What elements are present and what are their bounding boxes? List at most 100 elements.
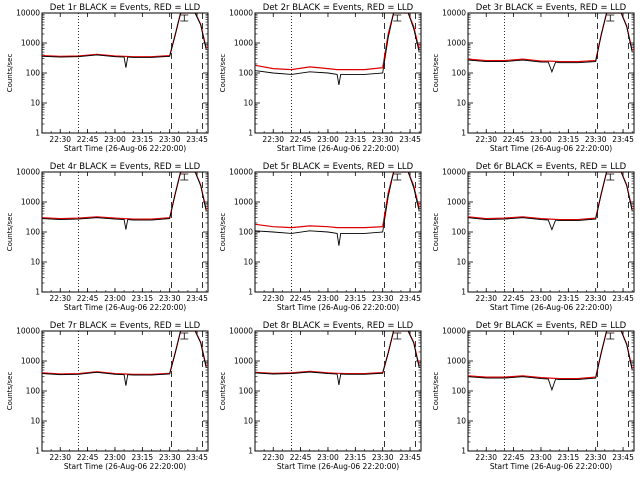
x-axis-label: Start Time (26-Aug-06 22:20:00): [64, 462, 186, 471]
x-tick-label: 23:15: [558, 135, 580, 144]
x-tick-label: 23:15: [345, 135, 367, 144]
x-axis-label: Start Time (26-Aug-06 22:20:00): [490, 462, 612, 471]
series-line-red: [255, 331, 420, 375]
x-tick-label: 23:30: [585, 453, 607, 462]
x-tick-label: 23:15: [345, 294, 367, 303]
panel-1: Det 1r BLACK = Events, RED = LLD 1 10 100 10…: [6, 3, 209, 153]
x-tick-label: 23:45: [612, 453, 634, 462]
x-tick-label: 23:15: [558, 453, 580, 462]
x-tick-label: 23:15: [132, 453, 154, 462]
x-tick-label: 23:45: [186, 135, 208, 144]
panel-title: Det 2r BLACK = Events, RED = LLD: [263, 3, 414, 13]
series-line-black: [255, 172, 420, 246]
plot-frame: [254, 171, 422, 293]
x-tick-label: 22:30: [49, 294, 71, 303]
y-tick-label: 1: [248, 288, 253, 297]
x-tick-label: 23:30: [372, 453, 394, 462]
x-tick-label: 22:45: [503, 135, 525, 144]
x-tick-label: 22:30: [475, 294, 497, 303]
x-tick-label: 23:30: [585, 135, 607, 144]
peak-marker: [180, 332, 189, 340]
series-line-red: [468, 13, 633, 63]
plot-frame: [467, 330, 635, 452]
y-axis-label: Counts/sec: [6, 372, 14, 411]
x-tick-label: 23:00: [530, 135, 552, 144]
x-tick-label: 23:00: [104, 294, 126, 303]
x-tick-label: 22:30: [262, 135, 284, 144]
y-tick-label: 100: [239, 387, 254, 396]
y-tick-label: 100: [452, 69, 467, 78]
x-tick-label: 23:15: [132, 294, 154, 303]
x-tick-label: 22:30: [49, 453, 71, 462]
peak-marker: [606, 14, 615, 22]
series-line-red: [255, 13, 420, 71]
y-tick-label: 10: [456, 99, 466, 108]
x-tick-label: 23:30: [159, 453, 181, 462]
x-tick-label: 23:00: [530, 294, 552, 303]
x-tick-label: 23:45: [399, 294, 421, 303]
y-tick-label: 1: [35, 129, 40, 138]
y-tick-label: 1000: [21, 198, 40, 207]
x-tick-label: 23:45: [186, 294, 208, 303]
series-line-black: [468, 331, 633, 392]
series-line-red: [42, 331, 207, 375]
panel-2: Det 2r BLACK = Events, RED = LLD 1 10 100 10…: [219, 3, 422, 153]
y-axis-label: Counts/sec: [432, 372, 440, 411]
x-tick-label: 23:45: [612, 294, 634, 303]
panel-9: Det 9r BLACK = Events, RED = LLD 1 10 100 10…: [432, 321, 635, 471]
x-tick-label: 23:30: [585, 294, 607, 303]
x-axis-label: Start Time (26-Aug-06 22:20:00): [490, 303, 612, 312]
x-tick-label: 23:00: [104, 453, 126, 462]
plot-frame: [467, 171, 635, 293]
y-tick-label: 1000: [234, 198, 253, 207]
x-tick-label: 22:30: [262, 294, 284, 303]
y-tick-label: 100: [26, 228, 41, 237]
peak-marker: [606, 332, 615, 340]
panel-title: Det 5r BLACK = Events, RED = LLD: [263, 162, 414, 172]
y-tick-label: 10: [243, 258, 253, 267]
panel-3: Det 3r BLACK = Events, RED = LLD 1 10 100 10…: [432, 3, 635, 153]
y-tick-label: 10000: [16, 327, 40, 336]
x-tick-label: 23:00: [317, 453, 339, 462]
x-axis-label: Start Time (26-Aug-06 22:20:00): [64, 303, 186, 312]
panel-title: Det 3r BLACK = Events, RED = LLD: [476, 3, 627, 13]
x-tick-label: 23:30: [159, 294, 181, 303]
x-tick-label: 23:45: [186, 453, 208, 462]
y-axis-label: Counts/sec: [432, 54, 440, 93]
series-line-black: [255, 331, 420, 385]
y-tick-label: 1: [248, 129, 253, 138]
x-tick-label: 23:00: [104, 135, 126, 144]
y-tick-label: 10: [456, 417, 466, 426]
panel-title: Det 1r BLACK = Events, RED = LLD: [50, 3, 201, 13]
y-tick-label: 100: [239, 69, 254, 78]
plot-frame: [41, 330, 209, 452]
plot-frame: [254, 330, 422, 452]
panel-title: Det 6r BLACK = Events, RED = LLD: [476, 162, 627, 172]
series-line-red: [468, 172, 633, 221]
x-tick-label: 22:45: [290, 294, 312, 303]
y-tick-label: 1000: [234, 357, 253, 366]
x-tick-label: 22:30: [49, 135, 71, 144]
y-tick-label: 1000: [234, 39, 253, 48]
x-tick-label: 23:15: [558, 294, 580, 303]
x-axis-label: Start Time (26-Aug-06 22:20:00): [277, 462, 399, 471]
x-tick-label: 23:00: [317, 294, 339, 303]
x-tick-label: 23:00: [530, 453, 552, 462]
series-line-red: [468, 331, 633, 380]
x-tick-label: 22:45: [77, 135, 99, 144]
y-tick-label: 100: [452, 387, 467, 396]
series-line-black: [42, 13, 207, 68]
x-tick-label: 23:00: [317, 135, 339, 144]
y-tick-label: 10000: [16, 168, 40, 177]
series-line-red: [255, 172, 420, 229]
x-axis-label: Start Time (26-Aug-06 22:20:00): [490, 144, 612, 153]
peak-marker: [606, 173, 615, 181]
y-tick-label: 1: [461, 129, 466, 138]
y-tick-label: 1000: [447, 39, 466, 48]
y-tick-label: 10: [243, 99, 253, 108]
y-tick-label: 10: [456, 258, 466, 267]
x-tick-label: 22:45: [503, 294, 525, 303]
plot-frame: [467, 12, 635, 134]
series-line-black: [468, 172, 633, 231]
